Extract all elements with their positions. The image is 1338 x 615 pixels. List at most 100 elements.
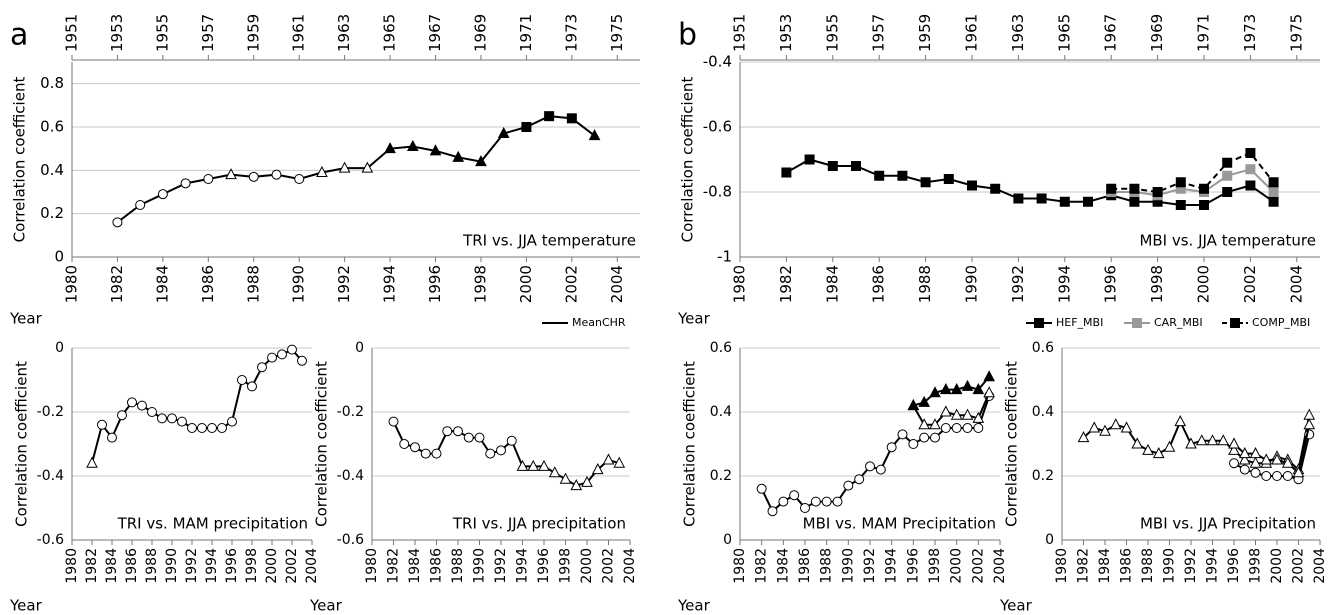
x-tick-label: 1992 [1183,548,1199,584]
y-axis-label: Correlation coefficient [681,361,699,527]
point [907,399,920,411]
point [127,397,137,408]
point [1174,415,1187,427]
x-tick-label: 1986 [199,265,217,303]
panel-label: b [678,18,697,53]
x-tick-label: 1986 [1119,548,1135,584]
point [167,413,177,424]
point [983,386,995,398]
x2-tick-label: 1963 [335,14,353,52]
x-tick-label: 1984 [104,548,120,584]
point [1195,434,1208,446]
x2-tick-label: 1961 [963,14,981,52]
x-tick-label: 1984 [153,265,171,303]
x-tick-label: 1980 [64,548,80,584]
point [538,459,550,471]
point [1152,447,1165,459]
y-tick-label: 0.6 [710,340,732,356]
x-tick-label: 1986 [870,265,888,303]
x-tick-label: 2002 [601,548,617,584]
point [851,161,861,171]
x-tick-label: 2004 [304,548,320,584]
y-tick-label: 0 [723,532,732,548]
x2-tick-label: 1963 [1009,14,1027,52]
x-tick-label: 1982 [108,265,126,303]
point [1222,187,1233,197]
x2-tick-label: 1967 [1102,14,1120,52]
x-tick-label: 1994 [884,548,900,584]
y-tick-label: 0 [1045,532,1054,548]
point [919,432,930,443]
point [187,423,197,433]
point [429,144,442,156]
point [137,400,147,411]
point [566,113,577,124]
point [1303,418,1316,430]
x-tick-label: 1992 [335,265,353,303]
point [918,418,930,430]
y-tick-label: 0.2 [1032,468,1054,484]
x2-tick-label: 1951 [63,14,81,52]
x2-tick-label: 1971 [517,14,535,52]
point [117,410,127,421]
point [527,459,540,471]
point [548,466,561,478]
point [157,413,167,424]
point [1292,466,1305,478]
y-tick-label: 0.4 [40,161,64,179]
point [767,506,778,517]
point [591,463,604,475]
point [544,111,555,122]
legend-label: HEF_MBI [1056,316,1103,329]
x-tick-label: 1982 [1076,548,1092,584]
point [1129,196,1140,207]
x-tick-label: 1994 [1055,265,1073,303]
point [1199,183,1209,194]
point [874,170,885,181]
x2-tick-label: 1975 [1287,14,1305,52]
x-tick-label: 1990 [472,548,488,584]
point [1131,437,1144,449]
point [1083,196,1093,207]
point [865,461,875,472]
point [920,177,931,188]
point [506,435,517,446]
point [431,448,442,459]
line [392,421,620,487]
annotation: TRI vs. JJA temperature [462,232,636,250]
point [474,432,485,443]
point [943,174,954,184]
x-tick-label: 1984 [775,548,791,584]
y-tick-label: -0.6 [703,118,732,136]
x-tick-label: 1996 [1102,265,1120,303]
point [918,395,930,407]
x-tick-label: 1980 [731,265,749,303]
y-tick-label: 0.4 [710,404,732,420]
x-tick-label: 1996 [426,265,444,303]
point [781,167,792,178]
y-tick-label: -0.8 [703,183,732,201]
y-tick-label: -0.6 [37,532,64,548]
x-tick-label: 1992 [184,548,200,584]
x-axis-label: Year [309,597,343,615]
point [1106,183,1117,194]
point [581,475,593,487]
x-tick-label: 1980 [364,548,380,584]
x-axis-label: Year [999,597,1033,615]
x-tick-label: 1994 [381,265,399,303]
point [1059,196,1070,207]
x-tick-label: 2004 [992,548,1008,584]
point [1245,180,1256,191]
x2-tick-label: 1967 [426,14,444,52]
x-axis-label: Year [677,597,711,615]
line [116,115,596,224]
x2-tick-label: 1973 [1241,14,1259,52]
x-tick-label: 2000 [1195,265,1213,303]
point [973,423,984,433]
x-tick-label: 1992 [1009,265,1027,303]
x2-tick-label: 1959 [916,14,934,52]
x-tick-label: 1990 [963,265,981,303]
annotation: MBI vs. JJA Precipitation [1140,515,1316,533]
x-tick-label: 1988 [819,548,835,584]
